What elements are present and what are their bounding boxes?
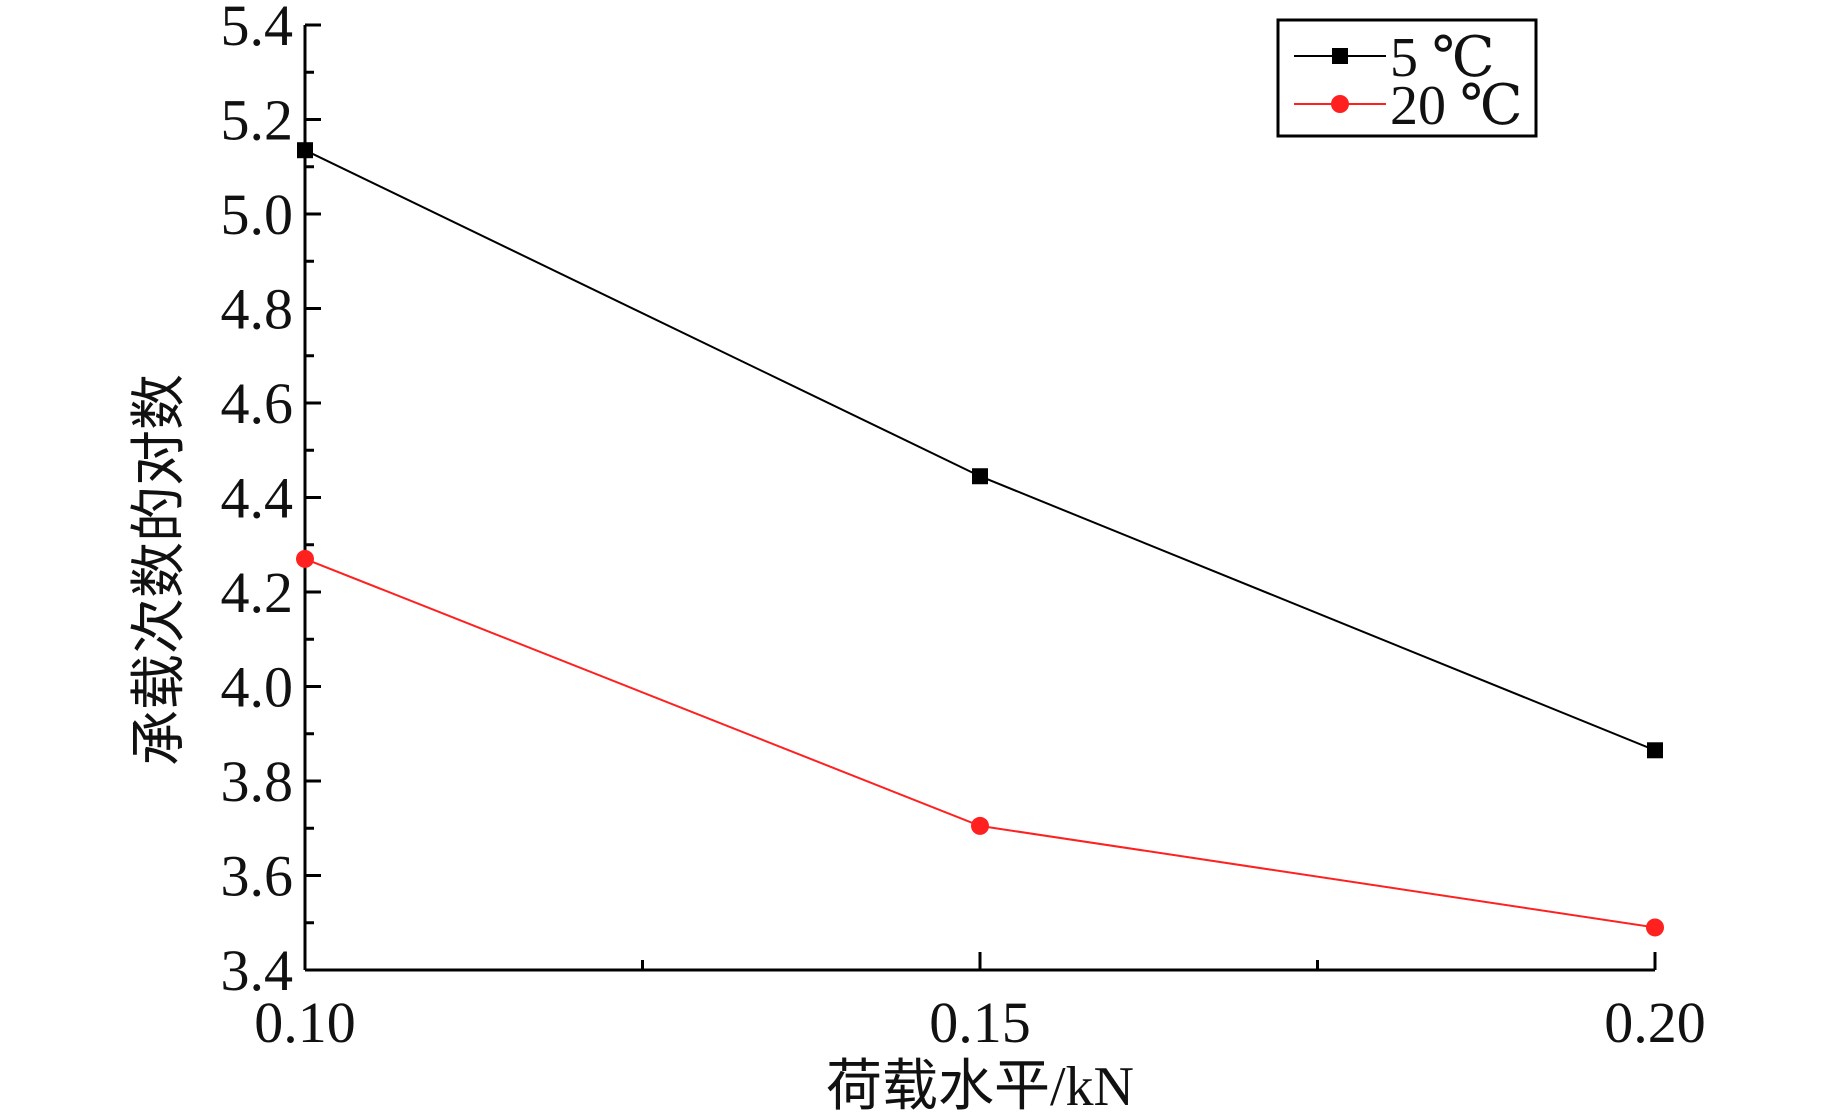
legend-label-0: 5 ℃ — [1390, 27, 1495, 89]
data-point — [297, 142, 313, 159]
x-tick-label: 0.10 — [254, 990, 356, 1055]
y-tick-label: 3.6 — [221, 844, 294, 909]
legend-box — [1276, 18, 1538, 138]
y-tick-label: 4.8 — [221, 277, 294, 342]
x-tick-label: 0.15 — [929, 990, 1031, 1055]
y-tick-label: 3.4 — [221, 938, 294, 1003]
data-point — [1646, 918, 1664, 937]
legend-marker-0 — [1332, 48, 1348, 64]
data-point — [972, 468, 988, 485]
legend: 5 ℃20 ℃ — [1276, 18, 1538, 138]
legend-label-1: 20 ℃ — [1390, 75, 1523, 137]
data-point — [1647, 742, 1663, 759]
series-line-1 — [304, 557, 1656, 929]
y-tick-label: 4.6 — [221, 371, 294, 436]
x-tick-label: 0.20 — [1604, 990, 1706, 1055]
series-line-0 — [304, 149, 1656, 752]
ticks: 3.4 3.6 3.8 4.0 4.2 4.4 4.6 4.8 5.0 5.2 5.4 0.10 0.1… — [221, 0, 1706, 1055]
y-axis-title: 承载次数的对数 — [129, 374, 191, 766]
series-layer — [296, 142, 1664, 937]
y-tick-label: 4.4 — [221, 466, 294, 531]
y-tick-label: 4.0 — [221, 655, 294, 720]
y-tick-label: 5.0 — [221, 182, 294, 247]
y-tick-label: 5.2 — [221, 88, 294, 153]
y-tick-label: 3.8 — [221, 749, 294, 814]
x-axis-title: 荷载水平/kN — [826, 1056, 1134, 1111]
data-point — [296, 549, 314, 568]
y-tick-label: 4.2 — [221, 560, 294, 625]
y-tick-label: 5.4 — [221, 0, 294, 58]
data-point — [971, 816, 989, 835]
legend-marker-1 — [1331, 95, 1349, 113]
